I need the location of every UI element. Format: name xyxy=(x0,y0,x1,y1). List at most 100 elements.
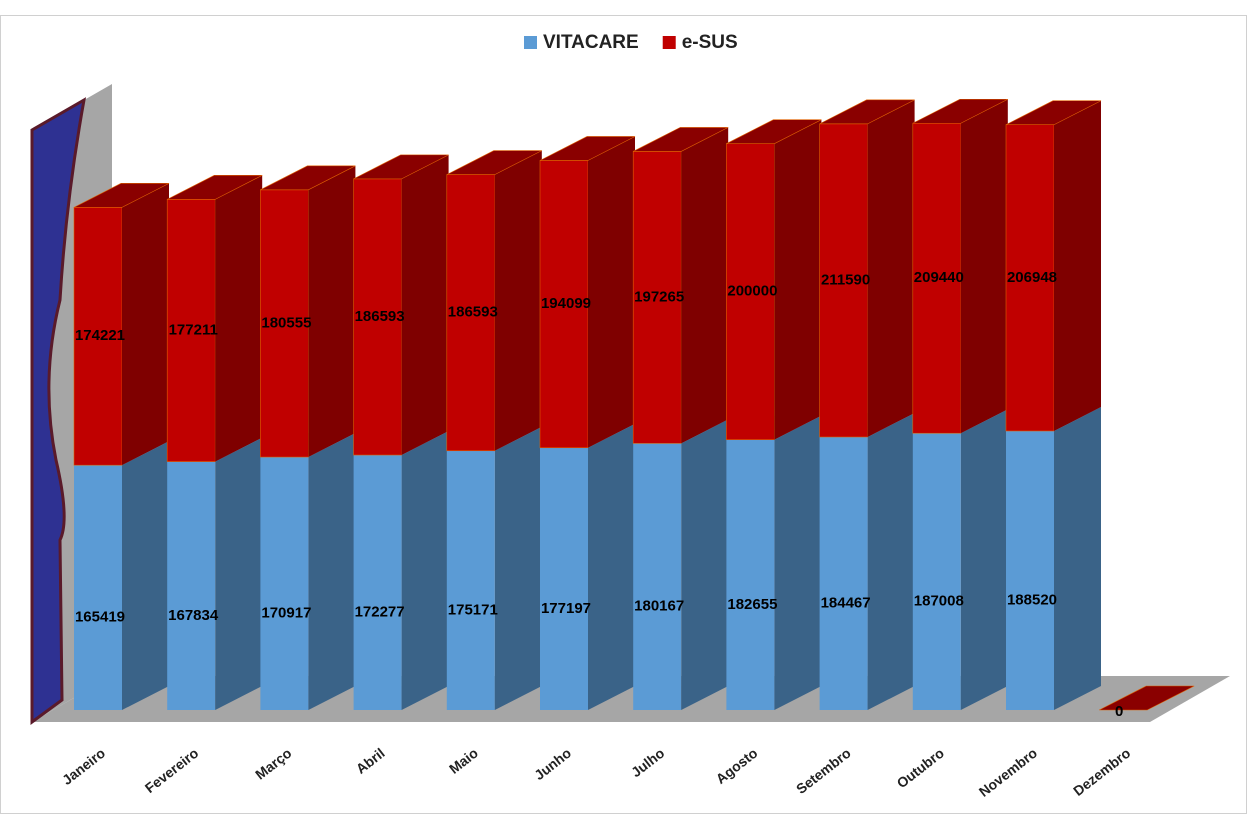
bar-front xyxy=(1006,430,1054,710)
bar-side xyxy=(494,426,542,710)
bar-front xyxy=(633,443,682,710)
legend-swatch xyxy=(662,36,676,49)
bar-segment xyxy=(446,426,542,710)
bar-front xyxy=(260,457,309,710)
legend-label: VITACARE xyxy=(543,32,639,53)
bar-segment xyxy=(1006,406,1101,710)
data-label: 172277 xyxy=(355,603,405,620)
bar-side xyxy=(1054,100,1101,431)
bar-front xyxy=(446,174,496,452)
bar-top xyxy=(1005,100,1102,126)
bar-front xyxy=(166,199,216,462)
bar-segment xyxy=(260,165,356,458)
bar-side xyxy=(494,150,542,451)
bar-segment xyxy=(446,150,542,452)
wall-decoration xyxy=(30,97,87,725)
bar-side xyxy=(774,119,822,440)
bar-segment xyxy=(540,423,635,710)
data-label: 186593 xyxy=(448,304,498,321)
bar-segment xyxy=(912,98,1008,434)
legend-swatch xyxy=(524,36,537,49)
bar-side xyxy=(401,154,449,456)
bar-segment xyxy=(633,419,729,710)
bar-top xyxy=(1099,685,1195,711)
data-label: 177211 xyxy=(169,321,218,338)
bar-segment xyxy=(726,415,822,710)
bar-side xyxy=(1054,406,1101,710)
data-label: 180167 xyxy=(634,598,684,615)
bar-side xyxy=(681,127,729,444)
bar-front xyxy=(74,465,122,710)
bar-front xyxy=(819,123,868,438)
bar-front xyxy=(446,450,495,710)
bar-segment xyxy=(912,409,1008,710)
data-label: 0 xyxy=(1115,703,1123,720)
data-label: 175171 xyxy=(448,601,498,618)
bar-front xyxy=(632,151,682,444)
bar-segment xyxy=(260,433,356,710)
bars: 165419174221Janeiro167834177211Fevereiro… xyxy=(59,98,1195,800)
bar-top xyxy=(539,136,636,161)
bar-segment xyxy=(726,119,822,440)
bar-front xyxy=(539,160,589,449)
data-label: 200000 xyxy=(727,283,777,300)
data-label: 167834 xyxy=(168,607,219,624)
bar-top xyxy=(726,119,822,144)
data-label: 165419 xyxy=(75,609,125,626)
bar-side xyxy=(867,412,915,710)
bar-segment xyxy=(632,127,729,444)
bar-segment xyxy=(74,441,169,710)
bar-segment xyxy=(819,99,915,438)
legend-label: e-SUS xyxy=(682,32,738,53)
bar-top xyxy=(260,165,356,191)
bar-side xyxy=(308,165,356,458)
bar-front xyxy=(353,455,402,710)
data-label: 174221 xyxy=(75,327,125,344)
bar-front xyxy=(726,143,775,440)
data-label: 197265 xyxy=(634,288,684,305)
data-label: 177197 xyxy=(541,600,591,617)
bar-front xyxy=(912,122,962,434)
data-label: 186593 xyxy=(355,308,405,325)
data-label: 206948 xyxy=(1007,269,1057,286)
bar-top xyxy=(912,98,1008,124)
bar-side xyxy=(960,99,1008,434)
bar-front xyxy=(819,436,868,710)
bar-side xyxy=(588,136,635,448)
bar-side xyxy=(122,441,169,710)
bar-side xyxy=(681,419,729,710)
bar-top xyxy=(353,154,449,180)
bar-top xyxy=(73,183,170,208)
bar-front xyxy=(167,461,216,710)
data-label: 180555 xyxy=(261,314,311,331)
bar-segment xyxy=(819,412,915,710)
bar-side xyxy=(960,409,1008,710)
bar-front xyxy=(540,447,588,710)
bar-side xyxy=(401,431,449,710)
data-label: 209440 xyxy=(914,269,964,286)
bar-segment xyxy=(73,183,170,466)
bar-front xyxy=(726,439,775,710)
data-label: 184467 xyxy=(821,594,871,611)
bar-segment xyxy=(166,175,263,462)
bar-side xyxy=(308,433,356,710)
data-label: 211590 xyxy=(821,271,870,288)
bar-segment xyxy=(353,154,449,456)
data-label: 182655 xyxy=(727,596,777,613)
bar-side xyxy=(215,175,263,462)
bar-top xyxy=(633,127,729,152)
data-label: 187008 xyxy=(914,593,964,610)
bar-segment xyxy=(1099,685,1195,711)
bar-top xyxy=(819,99,915,125)
bar-segment xyxy=(167,437,263,710)
bar-side xyxy=(588,423,635,710)
data-label: 188520 xyxy=(1007,591,1057,608)
bar-front xyxy=(912,433,961,710)
bar-front xyxy=(73,207,123,466)
bar-top xyxy=(446,150,542,175)
bar-side xyxy=(774,415,822,710)
bar-side xyxy=(867,99,915,437)
bar-top xyxy=(167,175,263,200)
bar-side xyxy=(122,183,169,466)
